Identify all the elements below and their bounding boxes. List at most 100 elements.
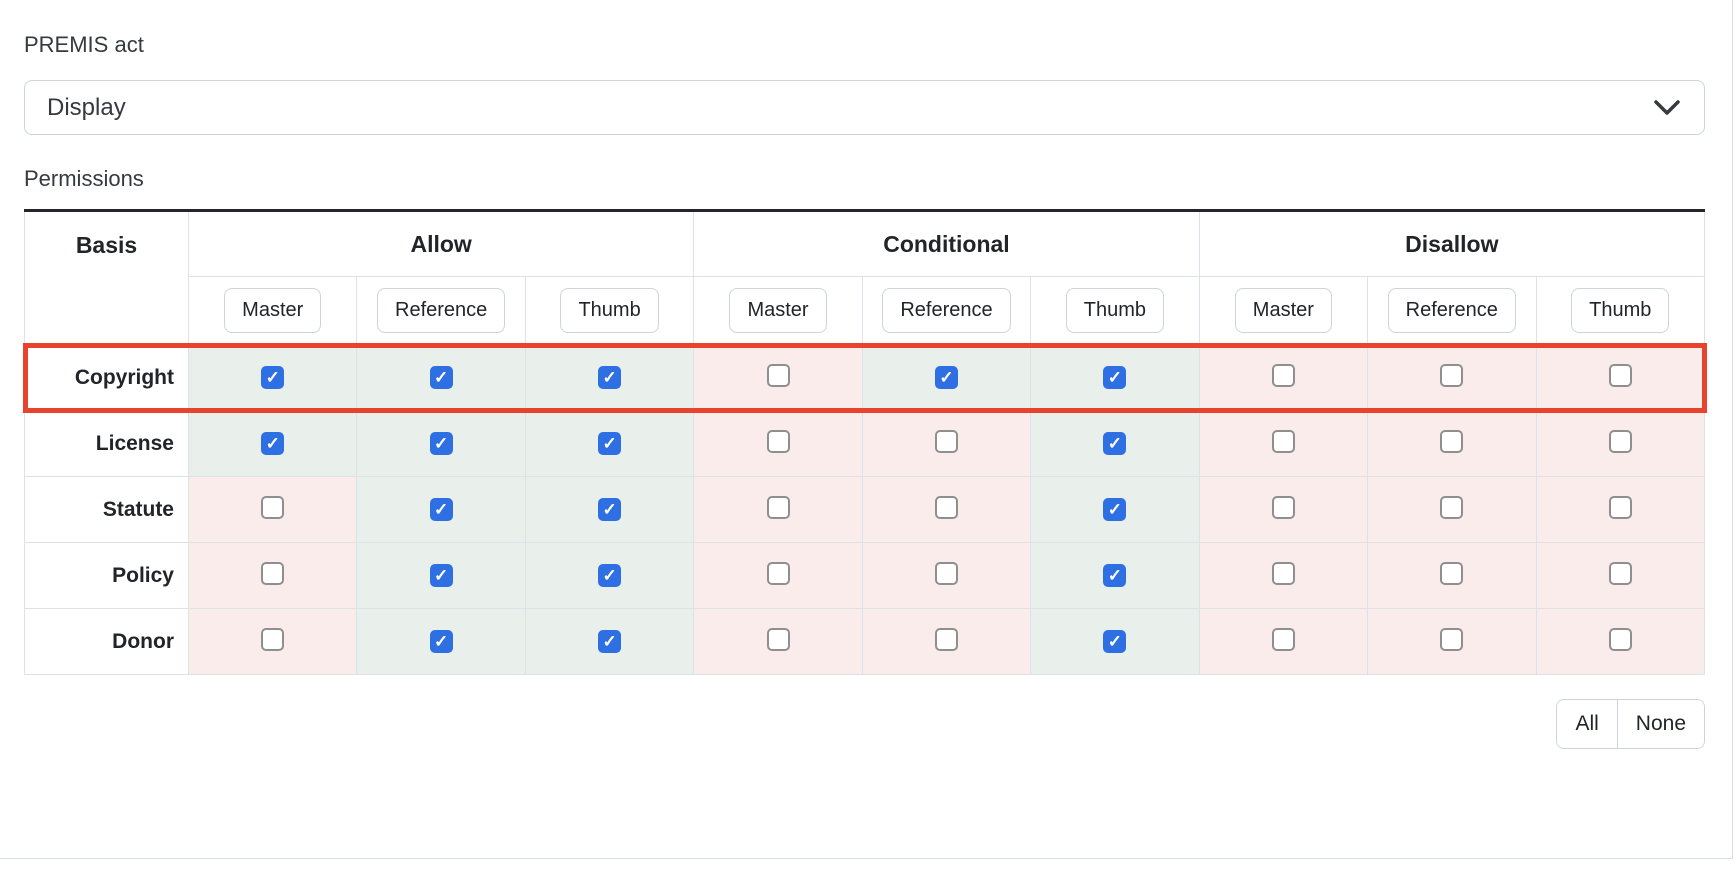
checkbox-unchecked[interactable] xyxy=(934,429,958,453)
checkbox-unchecked[interactable] xyxy=(1440,561,1464,585)
permission-cell-donor-allow-master[interactable] xyxy=(187,608,358,675)
checkbox-unchecked[interactable] xyxy=(766,495,790,519)
checkbox-checked[interactable]: ✓ xyxy=(598,432,622,455)
permission-cell-license-allow-thumb[interactable]: ✓ xyxy=(524,410,695,477)
column-button-disallow-reference[interactable]: Reference xyxy=(1387,288,1516,333)
checkbox-checked[interactable]: ✓ xyxy=(1103,498,1127,521)
column-button-allow-reference[interactable]: Reference xyxy=(377,288,506,333)
permission-cell-license-conditional-reference[interactable] xyxy=(861,410,1032,477)
checkbox-unchecked[interactable] xyxy=(1608,429,1632,453)
permission-cell-statute-conditional-reference[interactable] xyxy=(861,476,1032,543)
checkbox-unchecked[interactable] xyxy=(1440,429,1464,453)
permission-cell-donor-allow-reference[interactable]: ✓ xyxy=(356,608,526,675)
permission-cell-statute-conditional-thumb[interactable]: ✓ xyxy=(1030,476,1200,543)
column-button-conditional-master[interactable]: Master xyxy=(729,288,827,333)
permission-cell-policy-allow-reference[interactable]: ✓ xyxy=(356,542,526,609)
permission-cell-license-allow-master[interactable]: ✓ xyxy=(187,410,358,477)
permission-cell-policy-conditional-master[interactable] xyxy=(693,542,863,609)
checkbox-unchecked[interactable] xyxy=(1608,561,1632,585)
permission-cell-copyright-disallow-master[interactable] xyxy=(1198,344,1369,411)
permission-cell-license-disallow-reference[interactable] xyxy=(1367,410,1537,477)
checkbox-unchecked[interactable] xyxy=(1440,495,1464,519)
checkbox-unchecked[interactable] xyxy=(934,561,958,585)
permission-cell-donor-conditional-thumb[interactable]: ✓ xyxy=(1030,608,1200,675)
checkbox-unchecked[interactable] xyxy=(261,627,285,651)
checkbox-unchecked[interactable] xyxy=(766,561,790,585)
checkbox-unchecked[interactable] xyxy=(766,363,790,387)
permission-cell-statute-disallow-thumb[interactable] xyxy=(1535,476,1705,543)
permission-cell-license-disallow-thumb[interactable] xyxy=(1535,410,1705,477)
column-button-disallow-thumb[interactable]: Thumb xyxy=(1571,288,1670,333)
permission-cell-policy-disallow-master[interactable] xyxy=(1198,542,1369,609)
permission-cell-policy-allow-master[interactable] xyxy=(187,542,358,609)
permission-cell-policy-conditional-thumb[interactable]: ✓ xyxy=(1030,542,1200,609)
checkbox-checked[interactable]: ✓ xyxy=(598,498,622,521)
column-button-allow-thumb[interactable]: Thumb xyxy=(560,288,659,333)
checkbox-unchecked[interactable] xyxy=(1608,495,1632,519)
permission-cell-license-disallow-master[interactable] xyxy=(1198,410,1369,477)
permission-cell-donor-disallow-thumb[interactable] xyxy=(1535,608,1705,675)
column-button-conditional-thumb[interactable]: Thumb xyxy=(1065,288,1165,333)
permission-cell-policy-allow-thumb[interactable]: ✓ xyxy=(524,542,695,609)
checkbox-unchecked[interactable] xyxy=(1271,495,1295,519)
select-none-button[interactable]: None xyxy=(1616,700,1704,748)
checkbox-checked[interactable]: ✓ xyxy=(598,564,622,587)
permission-cell-copyright-allow-reference[interactable]: ✓ xyxy=(356,344,526,411)
permission-cell-policy-disallow-reference[interactable] xyxy=(1367,542,1537,609)
checkbox-checked[interactable]: ✓ xyxy=(1103,366,1127,389)
checkbox-checked[interactable]: ✓ xyxy=(598,366,622,389)
checkbox-checked[interactable]: ✓ xyxy=(1103,630,1127,653)
checkbox-unchecked[interactable] xyxy=(261,561,285,585)
checkbox-unchecked[interactable] xyxy=(934,627,958,651)
permission-cell-donor-conditional-reference[interactable] xyxy=(861,608,1032,675)
permission-cell-copyright-disallow-thumb[interactable] xyxy=(1535,344,1705,411)
permission-cell-statute-disallow-master[interactable] xyxy=(1198,476,1369,543)
column-button-allow-master[interactable]: Master xyxy=(224,288,322,333)
checkbox-unchecked[interactable] xyxy=(934,495,958,519)
permission-cell-copyright-conditional-thumb[interactable]: ✓ xyxy=(1030,344,1200,411)
checkbox-unchecked[interactable] xyxy=(766,627,790,651)
permission-cell-copyright-allow-master[interactable]: ✓ xyxy=(187,344,358,411)
permission-cell-copyright-conditional-master[interactable] xyxy=(693,344,863,411)
checkbox-checked[interactable]: ✓ xyxy=(1103,432,1127,455)
permission-cell-donor-disallow-master[interactable] xyxy=(1198,608,1369,675)
permission-cell-statute-conditional-master[interactable] xyxy=(693,476,863,543)
permission-cell-statute-allow-master[interactable] xyxy=(187,476,358,543)
permission-cell-license-conditional-thumb[interactable]: ✓ xyxy=(1030,410,1200,477)
premis-act-select[interactable]: Display xyxy=(24,80,1705,135)
checkbox-unchecked[interactable] xyxy=(1608,627,1632,651)
checkbox-checked[interactable]: ✓ xyxy=(429,366,453,389)
checkbox-unchecked[interactable] xyxy=(1271,627,1295,651)
checkbox-unchecked[interactable] xyxy=(766,429,790,453)
permission-cell-copyright-disallow-reference[interactable] xyxy=(1367,344,1537,411)
permission-cell-policy-disallow-thumb[interactable] xyxy=(1535,542,1705,609)
permission-cell-license-conditional-master[interactable] xyxy=(693,410,863,477)
column-button-conditional-reference[interactable]: Reference xyxy=(882,288,1011,333)
checkbox-unchecked[interactable] xyxy=(1271,363,1295,387)
permission-cell-copyright-allow-thumb[interactable]: ✓ xyxy=(524,344,695,411)
permission-cell-donor-allow-thumb[interactable]: ✓ xyxy=(524,608,695,675)
checkbox-checked[interactable]: ✓ xyxy=(429,630,453,653)
checkbox-unchecked[interactable] xyxy=(261,495,285,519)
permission-cell-copyright-conditional-reference[interactable]: ✓ xyxy=(861,344,1032,411)
permission-cell-statute-allow-reference[interactable]: ✓ xyxy=(356,476,526,543)
checkbox-checked[interactable]: ✓ xyxy=(261,432,285,455)
checkbox-checked[interactable]: ✓ xyxy=(1103,564,1127,587)
checkbox-checked[interactable]: ✓ xyxy=(429,432,453,455)
checkbox-unchecked[interactable] xyxy=(1271,429,1295,453)
permission-cell-statute-allow-thumb[interactable]: ✓ xyxy=(524,476,695,543)
checkbox-unchecked[interactable] xyxy=(1440,363,1464,387)
checkbox-unchecked[interactable] xyxy=(1271,561,1295,585)
permission-cell-statute-disallow-reference[interactable] xyxy=(1367,476,1537,543)
permission-cell-license-allow-reference[interactable]: ✓ xyxy=(356,410,526,477)
checkbox-checked[interactable]: ✓ xyxy=(934,366,958,389)
checkbox-checked[interactable]: ✓ xyxy=(598,630,622,653)
checkbox-unchecked[interactable] xyxy=(1608,363,1632,387)
permission-cell-donor-conditional-master[interactable] xyxy=(693,608,863,675)
column-button-disallow-master[interactable]: Master xyxy=(1234,288,1332,333)
permission-cell-policy-conditional-reference[interactable] xyxy=(861,542,1032,609)
checkbox-checked[interactable]: ✓ xyxy=(261,366,285,389)
checkbox-unchecked[interactable] xyxy=(1440,627,1464,651)
select-all-button[interactable]: All xyxy=(1557,700,1617,748)
permission-cell-donor-disallow-reference[interactable] xyxy=(1367,608,1537,675)
